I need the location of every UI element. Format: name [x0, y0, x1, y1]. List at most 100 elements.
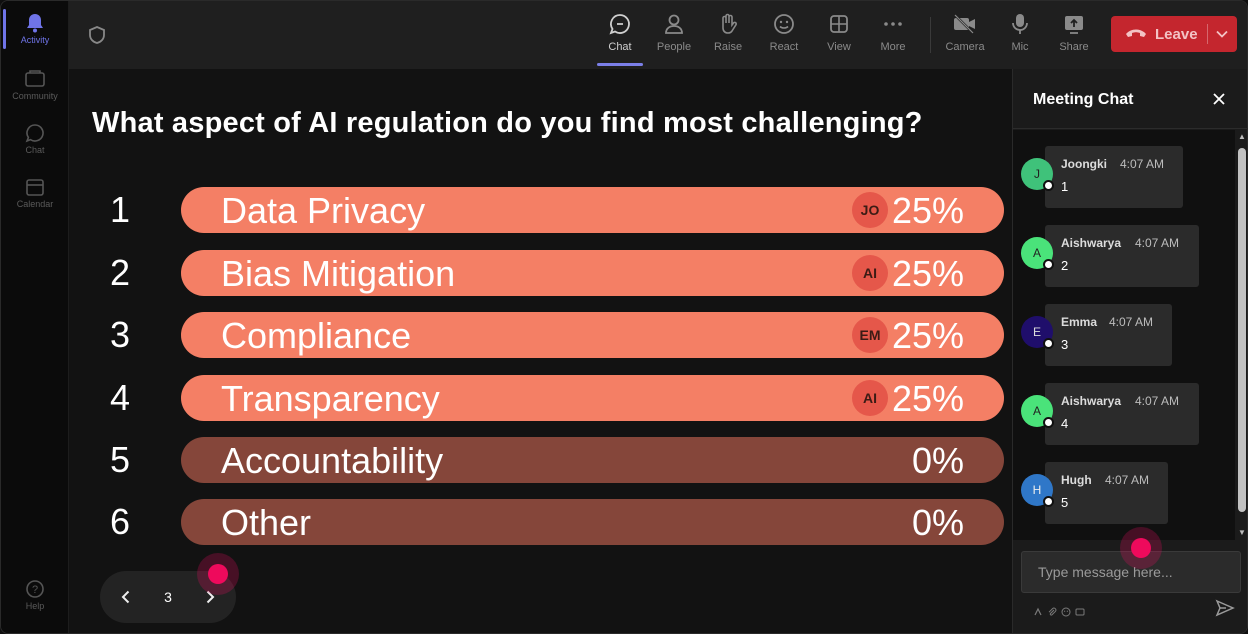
message-time: 4:07 AM: [1105, 473, 1150, 487]
more-button[interactable]: More: [868, 11, 918, 61]
view-button[interactable]: View: [814, 11, 864, 61]
option-bar[interactable]: Bias Mitigation AI 25%: [181, 250, 1004, 296]
option-percent: 25%: [891, 253, 964, 294]
page-number: 3: [164, 589, 172, 605]
option-bar[interactable]: Compliance EM 25%: [181, 312, 1004, 358]
message-bubble: Joongki 4:07 AM 1: [1045, 146, 1183, 208]
message-input[interactable]: [1022, 552, 1240, 592]
active-tab-indicator: [597, 63, 643, 66]
option-label: Accountability: [221, 440, 444, 481]
option-label: Compliance: [221, 315, 412, 356]
sender-name: Aishwarya: [1061, 236, 1122, 250]
poll-option[interactable]: 5 Accountability 0%: [69, 437, 1012, 483]
camera-button[interactable]: Camera: [940, 11, 990, 61]
chat-header: Meeting Chat: [1013, 69, 1247, 129]
avatar-initial: A: [1032, 404, 1041, 418]
chevron-left-icon[interactable]: [118, 589, 134, 605]
rail-item-chat[interactable]: Chat: [1, 123, 69, 155]
option-number: 2: [109, 252, 131, 293]
poll-option[interactable]: 6 Other 0%: [69, 499, 1012, 545]
rail-item-label: Chat: [25, 145, 45, 155]
option-bar[interactable]: Transparency AI 25%: [181, 375, 1004, 421]
poll-question: What aspect of AI regulation do you find…: [92, 107, 923, 139]
poll-option[interactable]: 2 Bias Mitigation AI 25%: [69, 250, 1012, 296]
chevron-right-icon[interactable]: [202, 589, 218, 605]
option-number: 4: [109, 377, 131, 418]
format-icon[interactable]: [1033, 604, 1043, 616]
mic-button[interactable]: Mic: [995, 11, 1045, 61]
poll-option[interactable]: 1 Data Privacy JO 25%: [69, 187, 1012, 233]
scrollbar-thumb[interactable]: [1238, 148, 1246, 512]
voter-avatar: EM: [852, 317, 888, 353]
svg-text:?: ?: [32, 584, 38, 596]
chat-message: Aishwarya 4:07 AM 4 A: [1013, 383, 1235, 447]
avatar: A: [1021, 237, 1054, 270]
share-screen-icon: [1061, 11, 1087, 37]
presence-dot: [1043, 338, 1054, 349]
attach-icon[interactable]: [1047, 604, 1057, 616]
react-button-label: React: [769, 41, 799, 53]
chat-title: Meeting Chat: [1033, 91, 1134, 108]
camera-off-icon: [952, 11, 978, 37]
message-list[interactable]: Joongki 4:07 AM 1 J Aishwarya 4:07 AM 2 …: [1013, 130, 1235, 540]
chat-message: Hugh 4:07 AM 5 H: [1013, 462, 1235, 526]
send-icon[interactable]: [1215, 599, 1235, 617]
option-number: 1: [109, 189, 131, 230]
avatar: H: [1021, 474, 1054, 507]
people-button[interactable]: People: [649, 11, 699, 61]
poll-stage: What aspect of AI regulation do you find…: [69, 69, 1012, 633]
sender-name: Joongki: [1061, 157, 1108, 171]
raise-hand-button[interactable]: Raise: [703, 11, 753, 61]
shield-icon[interactable]: [87, 25, 107, 45]
chevron-down-icon[interactable]: [1215, 27, 1229, 41]
rail-item-label: Help: [25, 601, 45, 611]
poll-option[interactable]: 4 Transparency AI 25%: [69, 375, 1012, 421]
avatar-initial: H: [1032, 483, 1042, 497]
toolbar-divider: [930, 17, 931, 53]
leave-button[interactable]: Leave: [1111, 16, 1237, 52]
close-icon[interactable]: [1211, 91, 1227, 107]
chat-message: Joongki 4:07 AM 1 J: [1013, 146, 1235, 210]
message-time: 4:07 AM: [1120, 157, 1165, 171]
rail-item-label: Calendar: [16, 199, 54, 209]
leave-button-label: Leave: [1155, 25, 1198, 43]
poll-option[interactable]: 3 Compliance EM 25%: [69, 312, 1012, 358]
message-time: 4:07 AM: [1135, 236, 1180, 250]
chat-scrollbar[interactable]: ▲ ▼: [1235, 130, 1247, 540]
message-bubble: Hugh 4:07 AM 5: [1045, 462, 1168, 524]
rail-item-label: Activity: [20, 35, 50, 45]
gif-icon[interactable]: [1075, 604, 1085, 616]
rail-item-calendar[interactable]: Calendar: [1, 177, 69, 209]
option-percent: 0%: [911, 440, 964, 481]
hand-icon: [715, 11, 741, 37]
camera-button-label: Camera: [945, 41, 985, 53]
scroll-down-arrow-icon[interactable]: ▼: [1238, 528, 1246, 537]
share-button[interactable]: Share: [1049, 11, 1099, 61]
rail-item-help[interactable]: ? Help: [1, 579, 69, 611]
option-label: Bias Mitigation: [221, 253, 456, 294]
raise-button-label: Raise: [713, 41, 743, 53]
message-text: 4: [1061, 416, 1069, 431]
sender-name: Aishwarya: [1061, 394, 1122, 408]
meeting-toolbar: Chat People Raise React View: [69, 1, 1247, 69]
avatar: E: [1021, 316, 1054, 349]
option-percent: 25%: [891, 190, 964, 231]
help-icon: ?: [25, 579, 45, 599]
option-percent: 25%: [891, 378, 964, 419]
share-button-label: Share: [1059, 41, 1089, 53]
option-bar[interactable]: Data Privacy JO 25%: [181, 187, 1004, 233]
option-bar[interactable]: Accountability 0%: [181, 437, 1004, 483]
chat-button[interactable]: Chat: [595, 11, 645, 61]
avatar-initial: J: [1034, 167, 1040, 181]
rail-active-indicator: [3, 9, 6, 49]
react-button[interactable]: React: [759, 11, 809, 61]
scroll-up-arrow-icon[interactable]: ▲: [1238, 132, 1246, 141]
calendar-icon: [25, 177, 45, 197]
leave-divider: [1207, 24, 1208, 44]
option-bar[interactable]: Other 0%: [181, 499, 1004, 545]
emoji-icon[interactable]: [1061, 604, 1071, 617]
option-percent: 0%: [911, 502, 964, 543]
rail-item-activity[interactable]: Activity: [1, 13, 69, 45]
rail-item-community[interactable]: Community: [1, 69, 69, 101]
